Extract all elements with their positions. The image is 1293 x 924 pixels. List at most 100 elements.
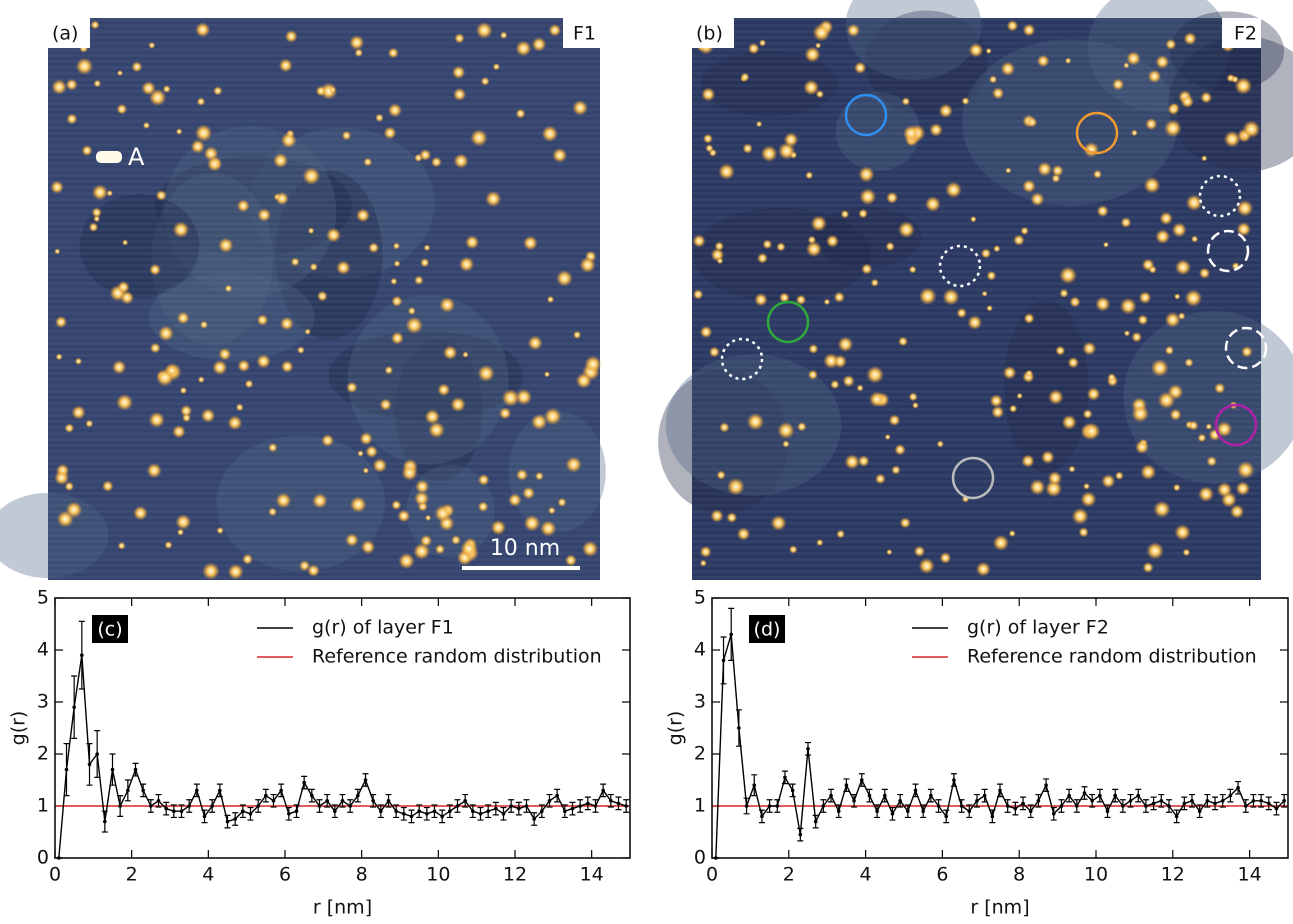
adatom	[837, 336, 854, 353]
adatom	[54, 248, 61, 255]
adatom	[88, 222, 99, 232]
adatom	[508, 493, 522, 507]
adatom	[116, 393, 134, 411]
adatom	[179, 386, 188, 395]
adatom	[894, 444, 906, 456]
data-point	[517, 806, 521, 811]
adatom	[779, 292, 790, 304]
data-point	[417, 809, 421, 813]
adatom	[993, 245, 1001, 253]
data-line	[58, 655, 627, 859]
adatom	[268, 442, 278, 453]
adatom	[326, 227, 342, 243]
adatom	[1027, 117, 1038, 128]
adatom	[256, 314, 269, 326]
adatom	[242, 553, 254, 565]
adatom	[1059, 288, 1069, 298]
adatom	[158, 325, 174, 342]
adatom	[956, 307, 967, 319]
adatom	[149, 263, 161, 276]
adatom	[477, 474, 490, 486]
data-point	[921, 809, 925, 813]
adatom	[961, 97, 970, 106]
adatom	[515, 388, 533, 406]
label-box	[563, 18, 600, 48]
adatom	[141, 81, 156, 96]
x-axis-label: r [nm]	[970, 897, 1029, 919]
data-point	[852, 799, 856, 803]
adatom	[1236, 461, 1255, 479]
adatom	[1155, 229, 1171, 245]
adatom	[755, 120, 763, 128]
x-tick-label: 12	[503, 864, 527, 886]
adatom	[942, 288, 960, 306]
adatom	[692, 234, 706, 248]
panel-label: (d)	[754, 619, 781, 641]
adatom	[244, 379, 254, 389]
data-point	[1182, 801, 1187, 806]
data-point	[790, 788, 795, 793]
adatom	[1067, 356, 1079, 369]
data-point	[1236, 786, 1240, 790]
adatom	[1185, 194, 1203, 212]
adatom	[564, 554, 577, 567]
adatom	[346, 381, 358, 394]
adatom	[740, 72, 750, 82]
adatom	[1188, 420, 1199, 431]
adatom	[414, 275, 424, 285]
adatom	[1041, 450, 1055, 464]
adatom	[423, 244, 431, 252]
adatom	[391, 295, 403, 307]
adatom	[992, 534, 1009, 551]
x-tick-label: 10	[1084, 864, 1108, 886]
data-point	[440, 814, 444, 819]
adatom	[913, 545, 926, 557]
highlight-circle	[938, 244, 982, 288]
adatom	[718, 163, 735, 180]
adatom	[71, 405, 86, 420]
plot-frame	[711, 597, 1289, 859]
data-point	[1190, 799, 1194, 803]
adatom	[1071, 507, 1089, 525]
adatom	[120, 290, 134, 305]
adatom	[816, 538, 824, 547]
adatom	[54, 470, 70, 486]
x-tick-label: 2	[783, 864, 795, 886]
adatom	[1174, 524, 1191, 541]
data-point	[836, 809, 841, 813]
adatom	[236, 199, 250, 213]
data-point	[1144, 804, 1148, 808]
adatom	[365, 445, 378, 458]
data-point	[1021, 801, 1025, 806]
data-point	[721, 658, 726, 663]
data-point	[202, 814, 207, 819]
adatom	[454, 33, 465, 44]
data-point	[264, 793, 268, 798]
adatom	[1107, 373, 1116, 382]
x-tick-label: 10	[426, 864, 450, 886]
adatom	[1102, 241, 1109, 248]
data-point	[540, 809, 544, 813]
adatom	[1021, 454, 1035, 468]
adatom	[861, 263, 873, 275]
adatom	[475, 21, 493, 39]
y-tick-label: 0	[694, 847, 706, 869]
adatom	[886, 191, 899, 204]
adatom	[823, 298, 831, 306]
highlight-circle	[844, 93, 888, 137]
adatom	[540, 520, 557, 537]
adatom	[885, 241, 895, 252]
adatom	[746, 412, 765, 431]
adatom	[797, 422, 807, 432]
adatom	[149, 342, 161, 354]
adatom	[227, 563, 244, 580]
data-point	[172, 809, 176, 813]
adatom	[1082, 341, 1097, 356]
data-point	[149, 804, 153, 808]
adatom	[450, 396, 466, 413]
adatom	[1191, 235, 1199, 243]
y-tick-label: 3	[694, 691, 706, 713]
adatom	[390, 331, 404, 345]
data-point	[1090, 799, 1094, 803]
